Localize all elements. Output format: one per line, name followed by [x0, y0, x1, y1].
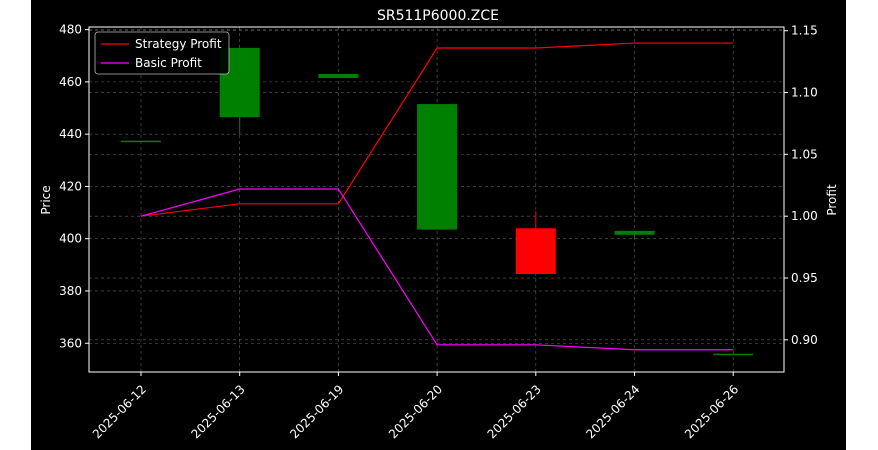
right-tick-label-4: 1.10 — [791, 86, 818, 100]
candle-body-2025-06-24 — [614, 230, 655, 235]
left-tick-label-440: 440 — [59, 127, 82, 141]
left-axis: 360 380 400 420 440 460 480 — [59, 23, 89, 350]
series-line-0 — [140, 42, 734, 217]
left-tick-label-480: 480 — [59, 23, 82, 37]
y-axis-label-left: Price — [39, 185, 53, 214]
x-axis: 2025-06-12 2025-06-13 2025-06-19 2025-06-20… — [90, 372, 741, 441]
x-tick-label-2025-06-20: 2025-06-20 — [386, 382, 445, 441]
right-tick-label-5: 1.15 — [791, 24, 818, 38]
right-tick-label-3: 1.05 — [791, 147, 818, 161]
legend: Strategy Profit Basic Profit — [94, 31, 230, 75]
legend-label-1: Basic Profit — [135, 56, 202, 70]
candles — [121, 47, 754, 356]
chart-title: SR511P6000.ZCE — [377, 8, 499, 24]
x-tick-label-2025-06-12: 2025-06-12 — [90, 382, 149, 441]
right-tick-label-0: 0.90 — [791, 333, 818, 347]
candle-body-2025-06-20 — [417, 104, 458, 230]
left-tick-label-400: 400 — [59, 232, 82, 246]
candle-body-2025-06-26 — [713, 353, 754, 356]
left-tick-label-420: 420 — [59, 179, 82, 193]
candle-body-2025-06-12 — [121, 140, 161, 143]
x-tick-label-2025-06-26: 2025-06-26 — [682, 382, 741, 441]
profit-lines — [140, 42, 734, 351]
x-tick-label-2025-06-24: 2025-06-24 — [583, 382, 642, 441]
y-axis-label-right: Profit — [825, 184, 839, 216]
x-tick-label-2025-06-19: 2025-06-19 — [287, 382, 346, 441]
right-axis: 0.90 0.95 1.00 1.05 1.10 1.15 — [784, 24, 818, 347]
left-tick-label-460: 460 — [59, 75, 82, 89]
candle-body-2025-06-19 — [318, 74, 359, 78]
left-tick-label-380: 380 — [59, 284, 82, 298]
x-tick-label-2025-06-13: 2025-06-13 — [189, 382, 248, 441]
plot-frame — [88, 26, 785, 373]
right-tick-label-1: 0.95 — [791, 271, 818, 285]
x-tick-label-2025-06-23: 2025-06-23 — [485, 382, 544, 441]
chart-svg: SR511P6000.ZCE 360 380 400 420 440 460 480 0.9… — [39, 8, 839, 441]
chart-figure: SR511P6000.ZCE 360 380 400 420 440 460 480 0.9… — [31, 0, 846, 450]
legend-label-0: Strategy Profit — [135, 37, 222, 51]
grid — [89, 27, 784, 372]
left-tick-label-360: 360 — [59, 336, 82, 350]
series-line-1 — [140, 188, 734, 351]
right-tick-label-2: 1.00 — [791, 209, 818, 223]
candle-body-2025-06-23 — [515, 228, 556, 274]
